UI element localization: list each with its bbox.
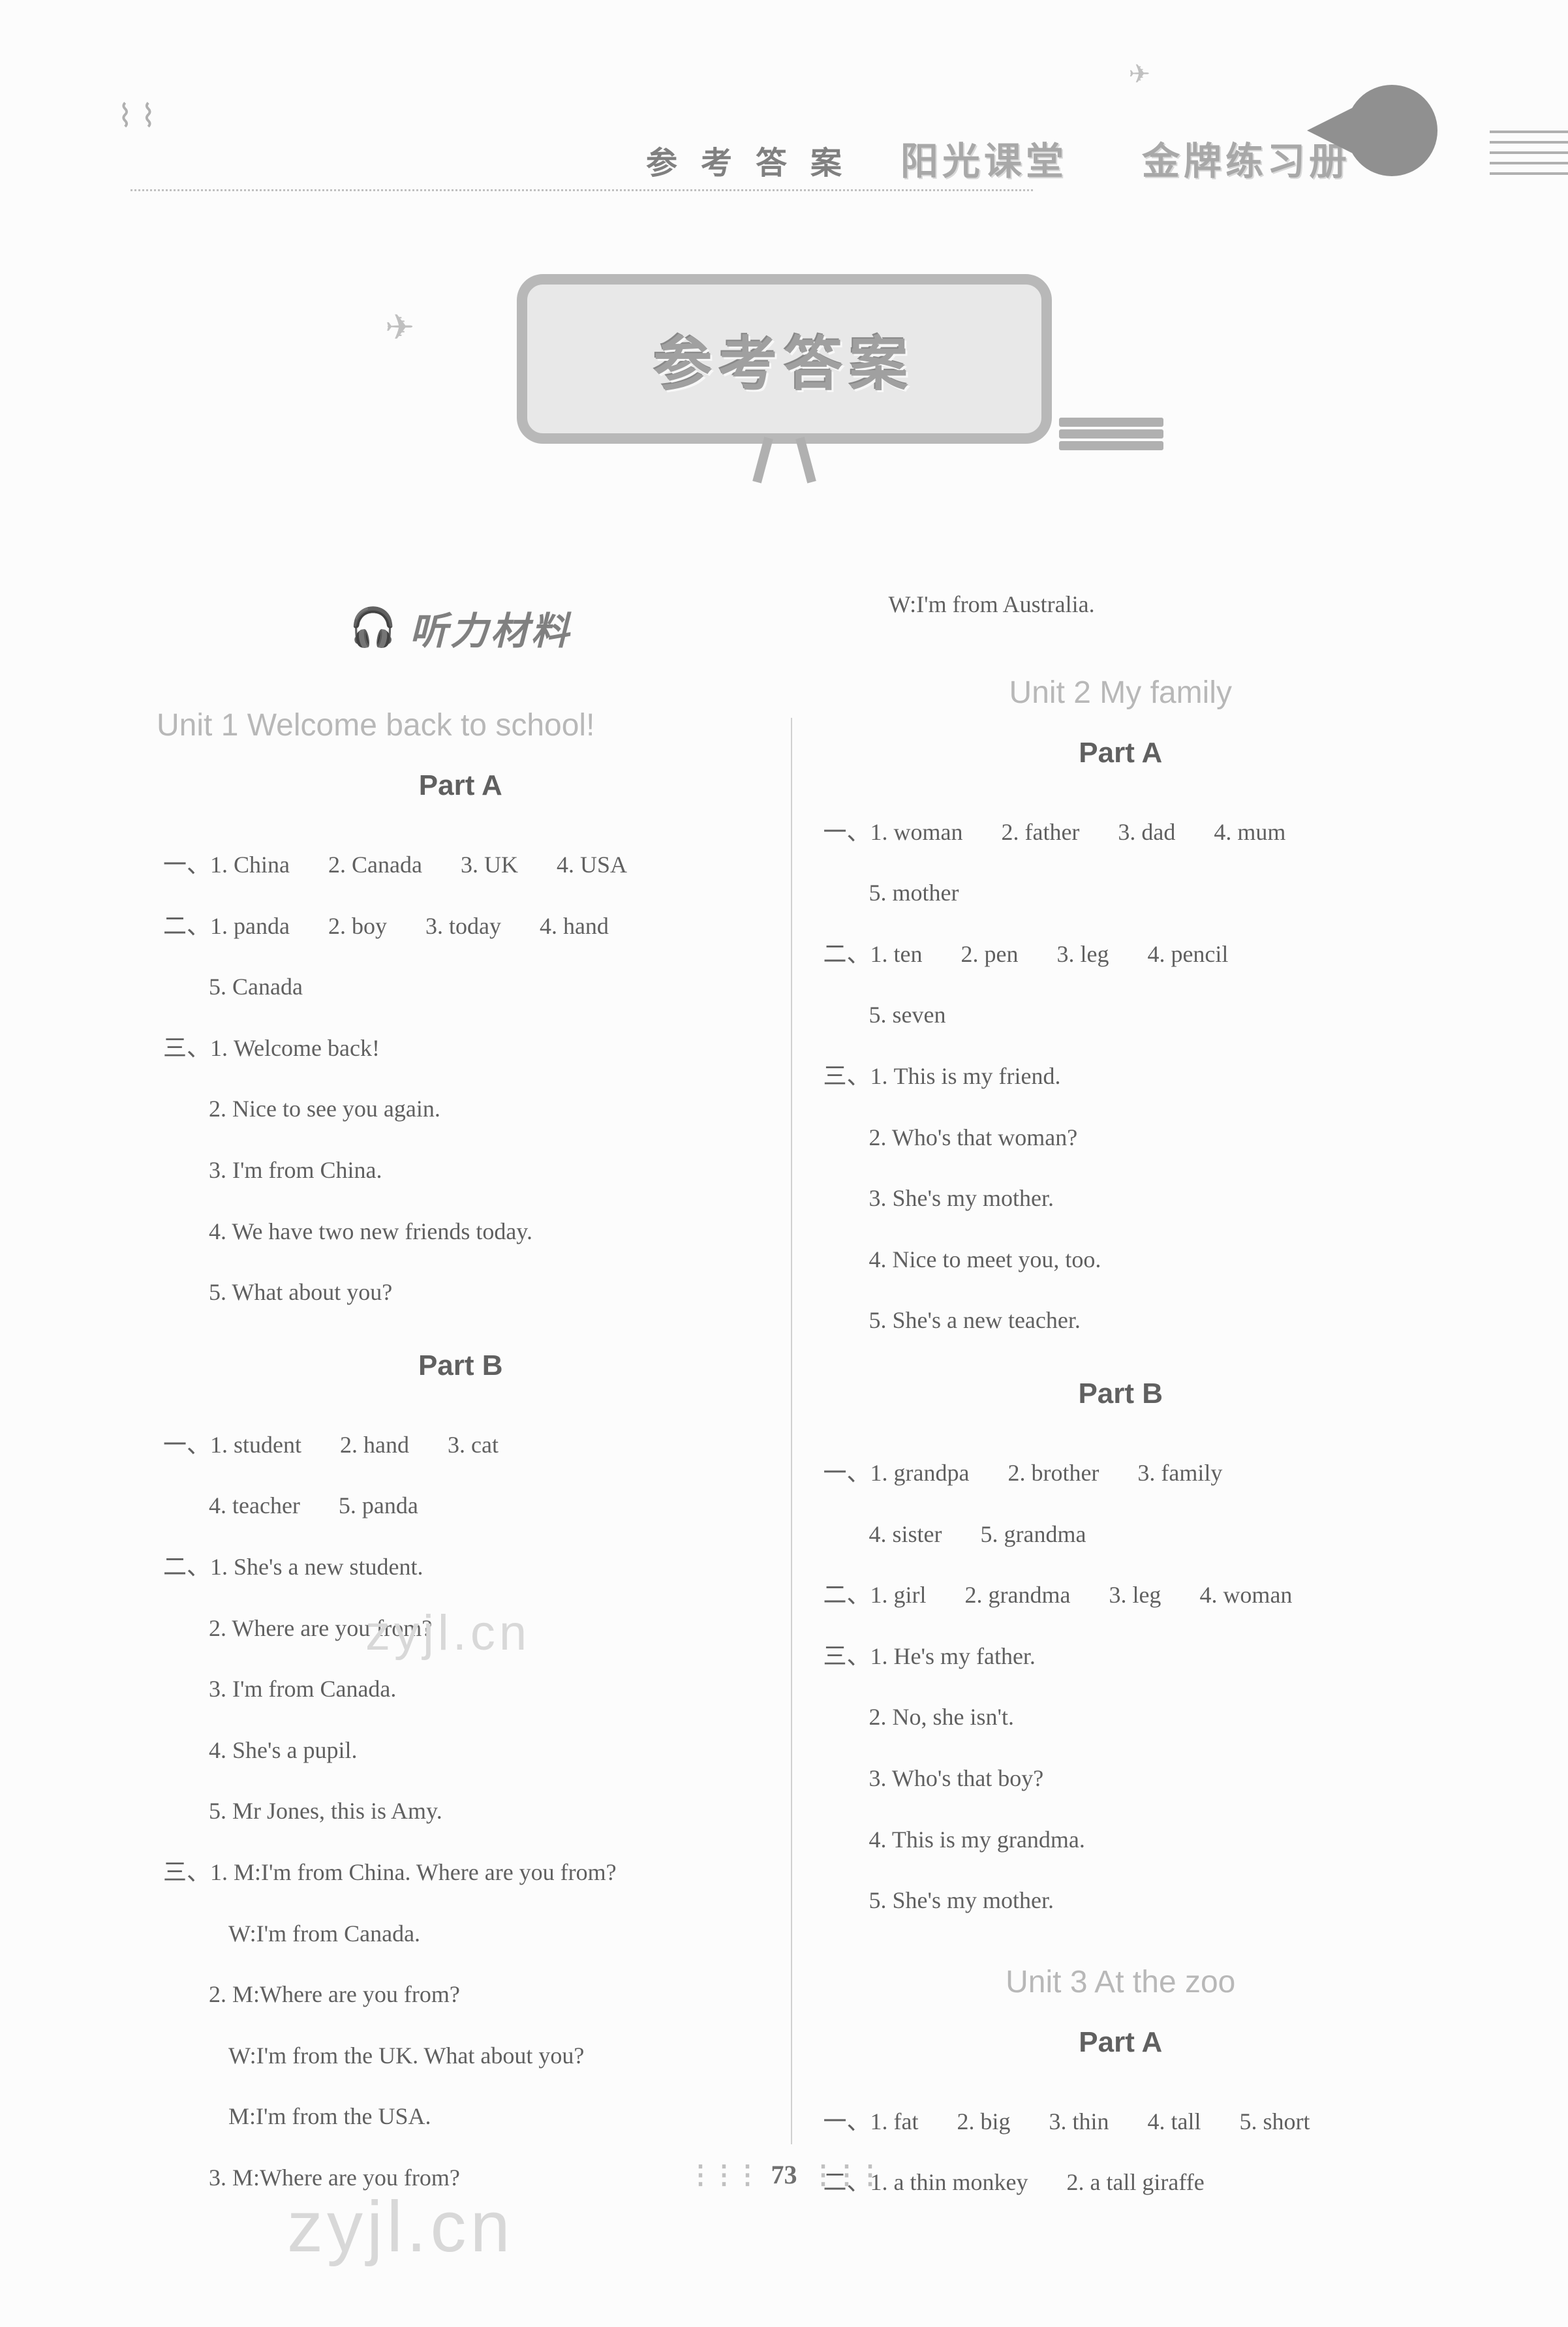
left-column: 🎧 听力材料 Unit 1 Welcome back to school! Pa…: [131, 561, 791, 2144]
page-container: ✈ ⌇ ⌇ 参 考 答 案 阳光课堂 金牌练习册 ✈ 参考答案 🎧 听力材料 U…: [0, 0, 1568, 2327]
u1b-q3-3: 3. M:Where are you from?: [163, 2148, 765, 2209]
bird-icon: ⌇ ⌇: [117, 98, 156, 134]
u2b-q3-3: 3. Who's that boy?: [823, 1748, 1425, 1810]
u2a-q3-1: 三、1. This is my friend.: [823, 1046, 1425, 1107]
unit1-partb-title: Part B: [157, 1349, 765, 1382]
unit2-partb-title: Part B: [817, 1378, 1425, 1410]
u2b-q3-5: 5. She's my mother.: [823, 1870, 1425, 1932]
chalkboard-stand: [745, 437, 823, 483]
unit-1-title: Unit 1 Welcome back to school!: [157, 707, 765, 743]
megaphone-icon: [1346, 85, 1437, 176]
u1b-q3-1w: W:I'm from Canada.: [163, 1903, 765, 1965]
books-icon: [1059, 418, 1163, 450]
u1b-q3-2m: M:I'm from the USA.: [163, 2086, 765, 2148]
header-subtitle-1: 阳光课堂: [900, 131, 1068, 185]
u2a-q2: 二、1. ten 2. pen 3. leg 4. pencil: [823, 924, 1425, 985]
u1b-q2-5: 5. Mr Jones, this is Amy.: [163, 1781, 765, 1842]
content-area: 🎧 听力材料 Unit 1 Welcome back to school! Pa…: [131, 561, 1451, 2144]
u2a-q3-5: 5. She's a new teacher.: [823, 1290, 1425, 1351]
u1b-q1: 一、1. student 2. hand 3. cat: [163, 1415, 765, 1476]
dotted-rule: [131, 189, 1033, 191]
u1b-q1-cont: 4. teacher 5. panda: [163, 1475, 765, 1537]
u2b-q3-2: 2. No, she isn't.: [823, 1687, 1425, 1748]
u1b-q3-2: 2. M:Where are you from?: [163, 1964, 765, 2026]
u2a-q3-2: 2. Who's that woman?: [823, 1107, 1425, 1169]
u2b-q3-1: 三、1. He's my father.: [823, 1626, 1425, 1687]
page-deco-left: ⋮⋮⋮: [688, 2160, 758, 2189]
u1b-q3-2w: W:I'm from the UK. What about you?: [163, 2026, 765, 2087]
u1a-q3-2: 2. Nice to see you again.: [163, 1079, 765, 1140]
u2a-q3-3: 3. She's my mother.: [823, 1168, 1425, 1229]
u1b-q2-1: 二、1. She's a new student.: [163, 1537, 765, 1598]
u1a-q1: 一、1. China 2. Canada 3. UK 4. USA: [163, 835, 765, 896]
unit1-parta-title: Part A: [157, 769, 765, 802]
chalkboard: 参考答案: [491, 274, 1078, 496]
u1a-q3-3: 3. I'm from China.: [163, 1140, 765, 1201]
u2a-q1: 一、1. woman 2. father 3. dad 4. mum: [823, 802, 1425, 863]
page-deco-right: ⋮⋮⋮: [810, 2160, 881, 2189]
u2b-q1: 一、1. grandpa 2. brother 3. family: [823, 1443, 1425, 1504]
headphone-icon: 🎧: [350, 606, 397, 650]
paper-plane-mini-icon: ✈: [1128, 59, 1150, 89]
u1a-q3-5: 5. What about you?: [163, 1262, 765, 1323]
u2b-q3-4: 4. This is my grandma.: [823, 1810, 1425, 1871]
paper-plane-icon: ✈: [385, 307, 414, 348]
header-title: 参 考 答 案: [646, 137, 850, 183]
u2a-q1-cont: 5. mother: [823, 863, 1425, 924]
u2a-q2-cont: 5. seven: [823, 985, 1425, 1046]
u1b-q2-2: 2. Where are you from?: [163, 1598, 765, 1659]
u2b-q2: 二、1. girl 2. grandma 3. leg 4. woman: [823, 1565, 1425, 1626]
unit2-parta-title: Part A: [817, 737, 1425, 769]
u3a-q2: 二、1. a thin monkey 2. a tall giraffe: [823, 2152, 1425, 2213]
u1a-q2: 二、1. panda 2. boy 3. today 4. hand: [163, 896, 765, 957]
u1b-q2-3: 3. I'm from Canada.: [163, 1659, 765, 1720]
u2a-q3-4: 4. Nice to meet you, too.: [823, 1229, 1425, 1291]
unit3-parta-title: Part A: [817, 2026, 1425, 2059]
lines-deco: [1490, 131, 1568, 183]
page-number: ⋮⋮⋮ 73 ⋮⋮⋮: [688, 2159, 881, 2190]
u2b-q1-cont: 4. sister 5. grandma: [823, 1504, 1425, 1565]
listening-title: 听力材料: [410, 600, 572, 655]
u1b-q2-4: 4. She's a pupil.: [163, 1720, 765, 1781]
u1a-q2-cont: 5. Canada: [163, 957, 765, 1018]
right-column: W:I'm from Australia. Unit 2 My family P…: [791, 561, 1451, 2144]
u3a-q1: 一、1. fat 2. big 3. thin 4. tall 5. short: [823, 2091, 1425, 2153]
listening-header: 🎧 听力材料: [157, 600, 765, 655]
u1a-q3-1: 三、1. Welcome back!: [163, 1018, 765, 1079]
unit-2-title: Unit 2 My family: [817, 675, 1425, 711]
u1a-q3-4: 4. We have two new friends today.: [163, 1201, 765, 1263]
unit-3-title: Unit 3 At the zoo: [817, 1964, 1425, 2000]
chalkboard-text: 参考答案: [654, 316, 915, 401]
u1b-q3-3w: W:I'm from Australia.: [823, 574, 1425, 636]
u1b-q3-1: 三、1. M:I'm from China. Where are you fro…: [163, 1842, 765, 1903]
column-divider: [791, 718, 792, 2144]
